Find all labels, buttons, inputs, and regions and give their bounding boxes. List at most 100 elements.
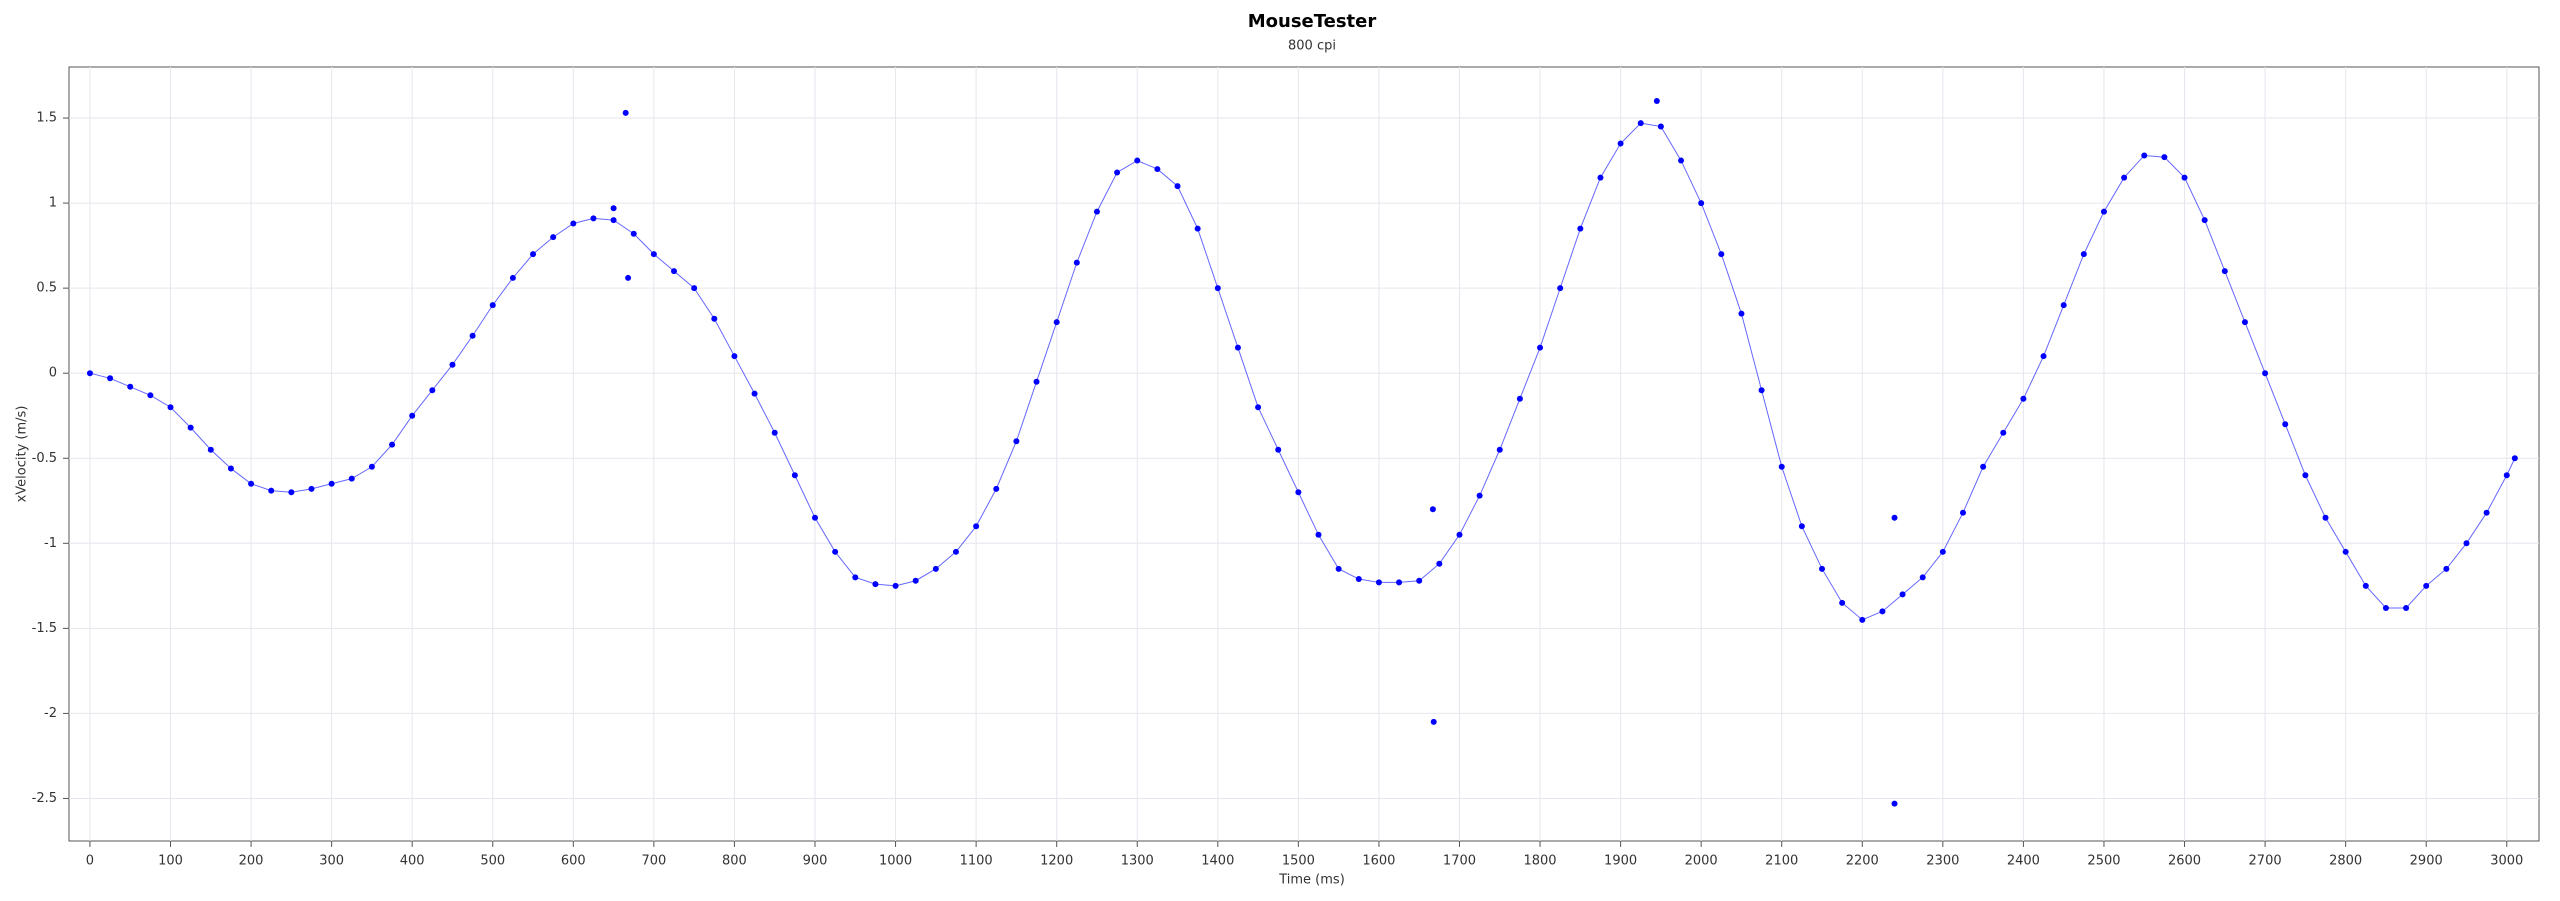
data-point [1275,446,1282,453]
data-point [610,217,617,224]
data-point [2201,217,2208,224]
y-tick-label: 0.5 [36,281,57,296]
data-point [691,285,698,292]
data-point [751,390,758,397]
x-tick-label: 100 [158,854,183,869]
data-point [1758,387,1765,394]
data-point [1430,718,1437,725]
data-point [1537,344,1544,351]
data-point [429,387,436,394]
data-point [167,404,174,411]
data-point [1154,166,1161,173]
data-point [509,274,516,281]
data-point [86,370,93,377]
data-point [107,375,114,382]
data-point [2080,251,2087,258]
data-point [248,480,255,487]
data-point [1577,225,1584,232]
data-point [1355,576,1362,583]
data-point [1194,225,1201,232]
chart-subtitle: 800 cpi [1288,39,1336,54]
data-point [2241,319,2248,326]
x-tick-label: 2000 [1685,854,1718,869]
x-tick-label: 1800 [1523,854,1556,869]
y-axis-label: xVelocity (m/s) [15,406,30,503]
data-point [1234,344,1241,351]
data-point [1678,157,1685,164]
data-point [2342,548,2349,555]
data-point [2382,604,2389,611]
data-point [1255,404,1262,411]
data-point [2141,152,2148,159]
x-tick-label: 900 [803,854,828,869]
data-point [207,446,214,453]
data-point [630,230,637,237]
data-point [2000,429,2007,436]
y-tick-label: -1 [44,536,57,551]
data-point [2181,174,2188,181]
x-tick-label: 700 [641,854,666,869]
data-point [1798,523,1805,530]
x-tick-label: 1400 [1201,854,1234,869]
data-point [2262,370,2269,377]
data-point [1980,463,1987,470]
data-point [1416,577,1423,584]
data-point [308,485,315,492]
y-tick-label: -0.5 [32,451,57,466]
data-point [1839,599,1846,606]
x-tick-label: 2500 [2087,854,2120,869]
data-point [952,548,959,555]
data-point [2362,582,2369,589]
data-point [1899,591,1906,598]
data-point [1617,140,1624,147]
data-point [328,480,335,487]
data-point [1597,174,1604,181]
data-point [409,412,416,419]
y-tick-label: 0 [49,366,57,381]
x-tick-label: 200 [239,854,264,869]
data-point [832,548,839,555]
x-tick-label: 1500 [1282,854,1315,869]
data-point [731,353,738,360]
data-point [1778,463,1785,470]
data-point [2121,174,2128,181]
data-point [1476,492,1483,499]
x-tick-label: 500 [480,854,505,869]
data-point [1174,183,1181,190]
data-point [288,489,295,496]
data-point [610,205,617,212]
data-point [872,581,879,588]
data-point [811,514,818,521]
data-point [348,475,355,482]
data-point [2161,154,2168,161]
data-point [1436,560,1443,567]
data-point [1859,616,1866,623]
data-point [2483,509,2490,516]
y-tick-label: 1 [49,196,57,211]
data-point [368,463,375,470]
data-point [1557,285,1564,292]
y-tick-label: -2.5 [32,791,57,806]
data-point [2403,604,2410,611]
data-point [1959,509,1966,516]
data-point [469,332,476,339]
data-point [2322,514,2329,521]
x-tick-label: 300 [319,854,344,869]
x-tick-label: 2200 [1846,854,1879,869]
data-point [1657,123,1664,130]
chart-title: MouseTester [1248,11,1377,32]
data-point [1033,378,1040,385]
data-point [2221,268,2228,275]
x-tick-label: 2600 [2168,854,2201,869]
data-point [1496,446,1503,453]
x-tick-label: 3000 [2490,854,2523,869]
data-point [1516,395,1523,402]
x-tick-label: 2400 [2007,854,2040,869]
data-point [852,574,859,581]
data-point [2443,565,2450,572]
data-point [1396,579,1403,586]
x-tick-label: 1200 [1040,854,1073,869]
data-point [1134,157,1141,164]
data-point [1295,489,1302,496]
